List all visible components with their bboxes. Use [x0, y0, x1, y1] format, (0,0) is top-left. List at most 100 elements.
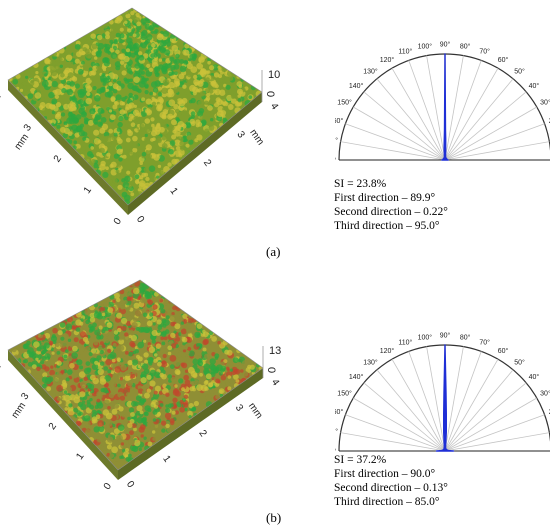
polar-tick-label: 20° [549, 117, 550, 125]
polar-tick-label: 170° [335, 136, 338, 144]
polar-tick-label: 140° [349, 82, 364, 90]
polar-gridline [376, 78, 446, 161]
surface-side [128, 92, 262, 215]
polar-chart-a: 0°10°20°30°40°50°60°70°80°90°100°110°120… [335, 41, 550, 165]
polar-tick-label: 30° [540, 99, 550, 107]
polar-tick-label: 60° [498, 56, 509, 64]
polar-tick-label: 30° [540, 390, 550, 398]
polar-gridline [363, 91, 446, 161]
polar-gridline [408, 60, 446, 161]
polar-gridline [363, 382, 446, 452]
left-axis-tick: 3 [19, 391, 31, 402]
polar-tick-label: 40° [529, 373, 540, 381]
polar-tick-label: 150° [337, 390, 352, 398]
left-axis-label: mm [10, 401, 29, 421]
polar-gridline [340, 141, 446, 161]
polar-tick-label: 110° [398, 47, 412, 55]
polar-series [441, 53, 449, 161]
left-axis-tick: 2 [47, 421, 59, 432]
right-axis-tick: 2 [196, 428, 208, 439]
polar-gridline [444, 346, 464, 452]
surface-side [118, 368, 263, 480]
left-axis-tick: 4 [0, 91, 4, 102]
polar-gridline [391, 359, 446, 452]
polar-gridline [444, 68, 499, 161]
polar-tick-label: 50° [514, 68, 525, 76]
si-text: SI = 23.8% [334, 178, 387, 190]
polar-gridline [444, 78, 514, 161]
polar-tick-label: 70° [479, 47, 490, 55]
third-direction-text: Third direction – 85.0° [334, 496, 440, 508]
left-axis-tick: 0 [112, 216, 124, 227]
si-text: SI = 37.2% [334, 454, 387, 466]
polar-gridline [444, 382, 527, 452]
polar-tick-label: 100° [418, 42, 433, 50]
polar-tick-label: 90° [440, 332, 451, 340]
left-axis-tick: 1 [82, 185, 94, 196]
right-axis-tick: 1 [160, 454, 172, 465]
polar-gridline [444, 141, 550, 161]
polar-gridline [444, 351, 482, 452]
z-min-label: 0 [264, 91, 276, 97]
polar-tick-label: 120° [380, 347, 395, 355]
second-direction-text: Second direction – 0.13° [334, 482, 448, 494]
polar-tick-label: 40° [529, 82, 540, 90]
polar-tick-label: 100° [418, 333, 433, 341]
polar-tick-label: 150° [337, 99, 352, 107]
right-axis-tick: 3 [233, 403, 245, 414]
polar-gridline [444, 55, 464, 161]
polar-tick-label: 140° [349, 373, 364, 381]
polar-gridline [345, 123, 446, 161]
z-min-label: 0 [265, 367, 277, 373]
right-axis-label: mm [246, 401, 265, 421]
polar-gridline [444, 369, 514, 452]
stats-a: SI = 23.8% First direction – 89.9° Secon… [334, 177, 448, 233]
polar-tick-label: 160° [335, 117, 343, 125]
surface-plot-b: 13 0 4 3 2 1 0 mm 0 1 2 3 4 mm [0, 279, 281, 492]
polar-tick-label: 170° [335, 427, 338, 435]
polar-tick-label: 130° [363, 359, 378, 367]
first-direction-text: First direction – 89.9° [334, 192, 436, 204]
polar-tick-label: 120° [380, 56, 395, 64]
polar-tick-label: 90° [440, 41, 451, 49]
polar-gridline [353, 106, 446, 161]
left-axis-tick: 2 [52, 153, 64, 164]
caption-a: (a) [266, 244, 281, 259]
stats-b: SI = 37.2% First direction – 90.0° Secon… [334, 453, 448, 509]
left-axis-tick: 3 [22, 122, 34, 133]
polar-tick-label: 130° [363, 68, 378, 76]
polar-chart-b: 0°10°20°30°40°50°60°70°80°90°100°110°120… [335, 332, 550, 456]
polar-tick-label: 180° [335, 448, 336, 456]
polar-tick-label: 80° [460, 333, 471, 341]
left-axis-tick: 1 [74, 451, 86, 462]
polar-gridline [444, 106, 537, 161]
polar-gridline [444, 432, 550, 452]
polar-gridline [353, 397, 446, 452]
polar-gridline [426, 55, 446, 161]
polar-series [435, 344, 455, 452]
polar-tick-label: 110° [398, 338, 412, 346]
z-max-label: 13 [269, 345, 281, 357]
right-axis-tick: 4 [269, 377, 281, 388]
surface-side [8, 350, 118, 480]
left-axis-tick: 4 [0, 361, 4, 372]
left-axis-label: mm [13, 132, 32, 152]
polar-gridline [444, 123, 545, 161]
polar-gridline [444, 359, 499, 452]
z-max-label: 10 [268, 69, 280, 81]
polar-gridline [444, 397, 537, 452]
right-axis-tick: 0 [134, 214, 146, 225]
polar-gridline [426, 346, 446, 452]
polar-gridline [340, 432, 446, 452]
polar-tick-label: 160° [335, 408, 343, 416]
caption-b: (b) [266, 510, 282, 525]
polar-gridline [444, 60, 482, 161]
polar-tick-label: 80° [460, 42, 471, 50]
right-axis-tick: 2 [201, 158, 213, 169]
first-direction-text: First direction – 90.0° [334, 468, 436, 480]
polar-gridline [444, 414, 545, 452]
right-axis-tick: 1 [167, 186, 179, 197]
polar-gridline [345, 414, 446, 452]
